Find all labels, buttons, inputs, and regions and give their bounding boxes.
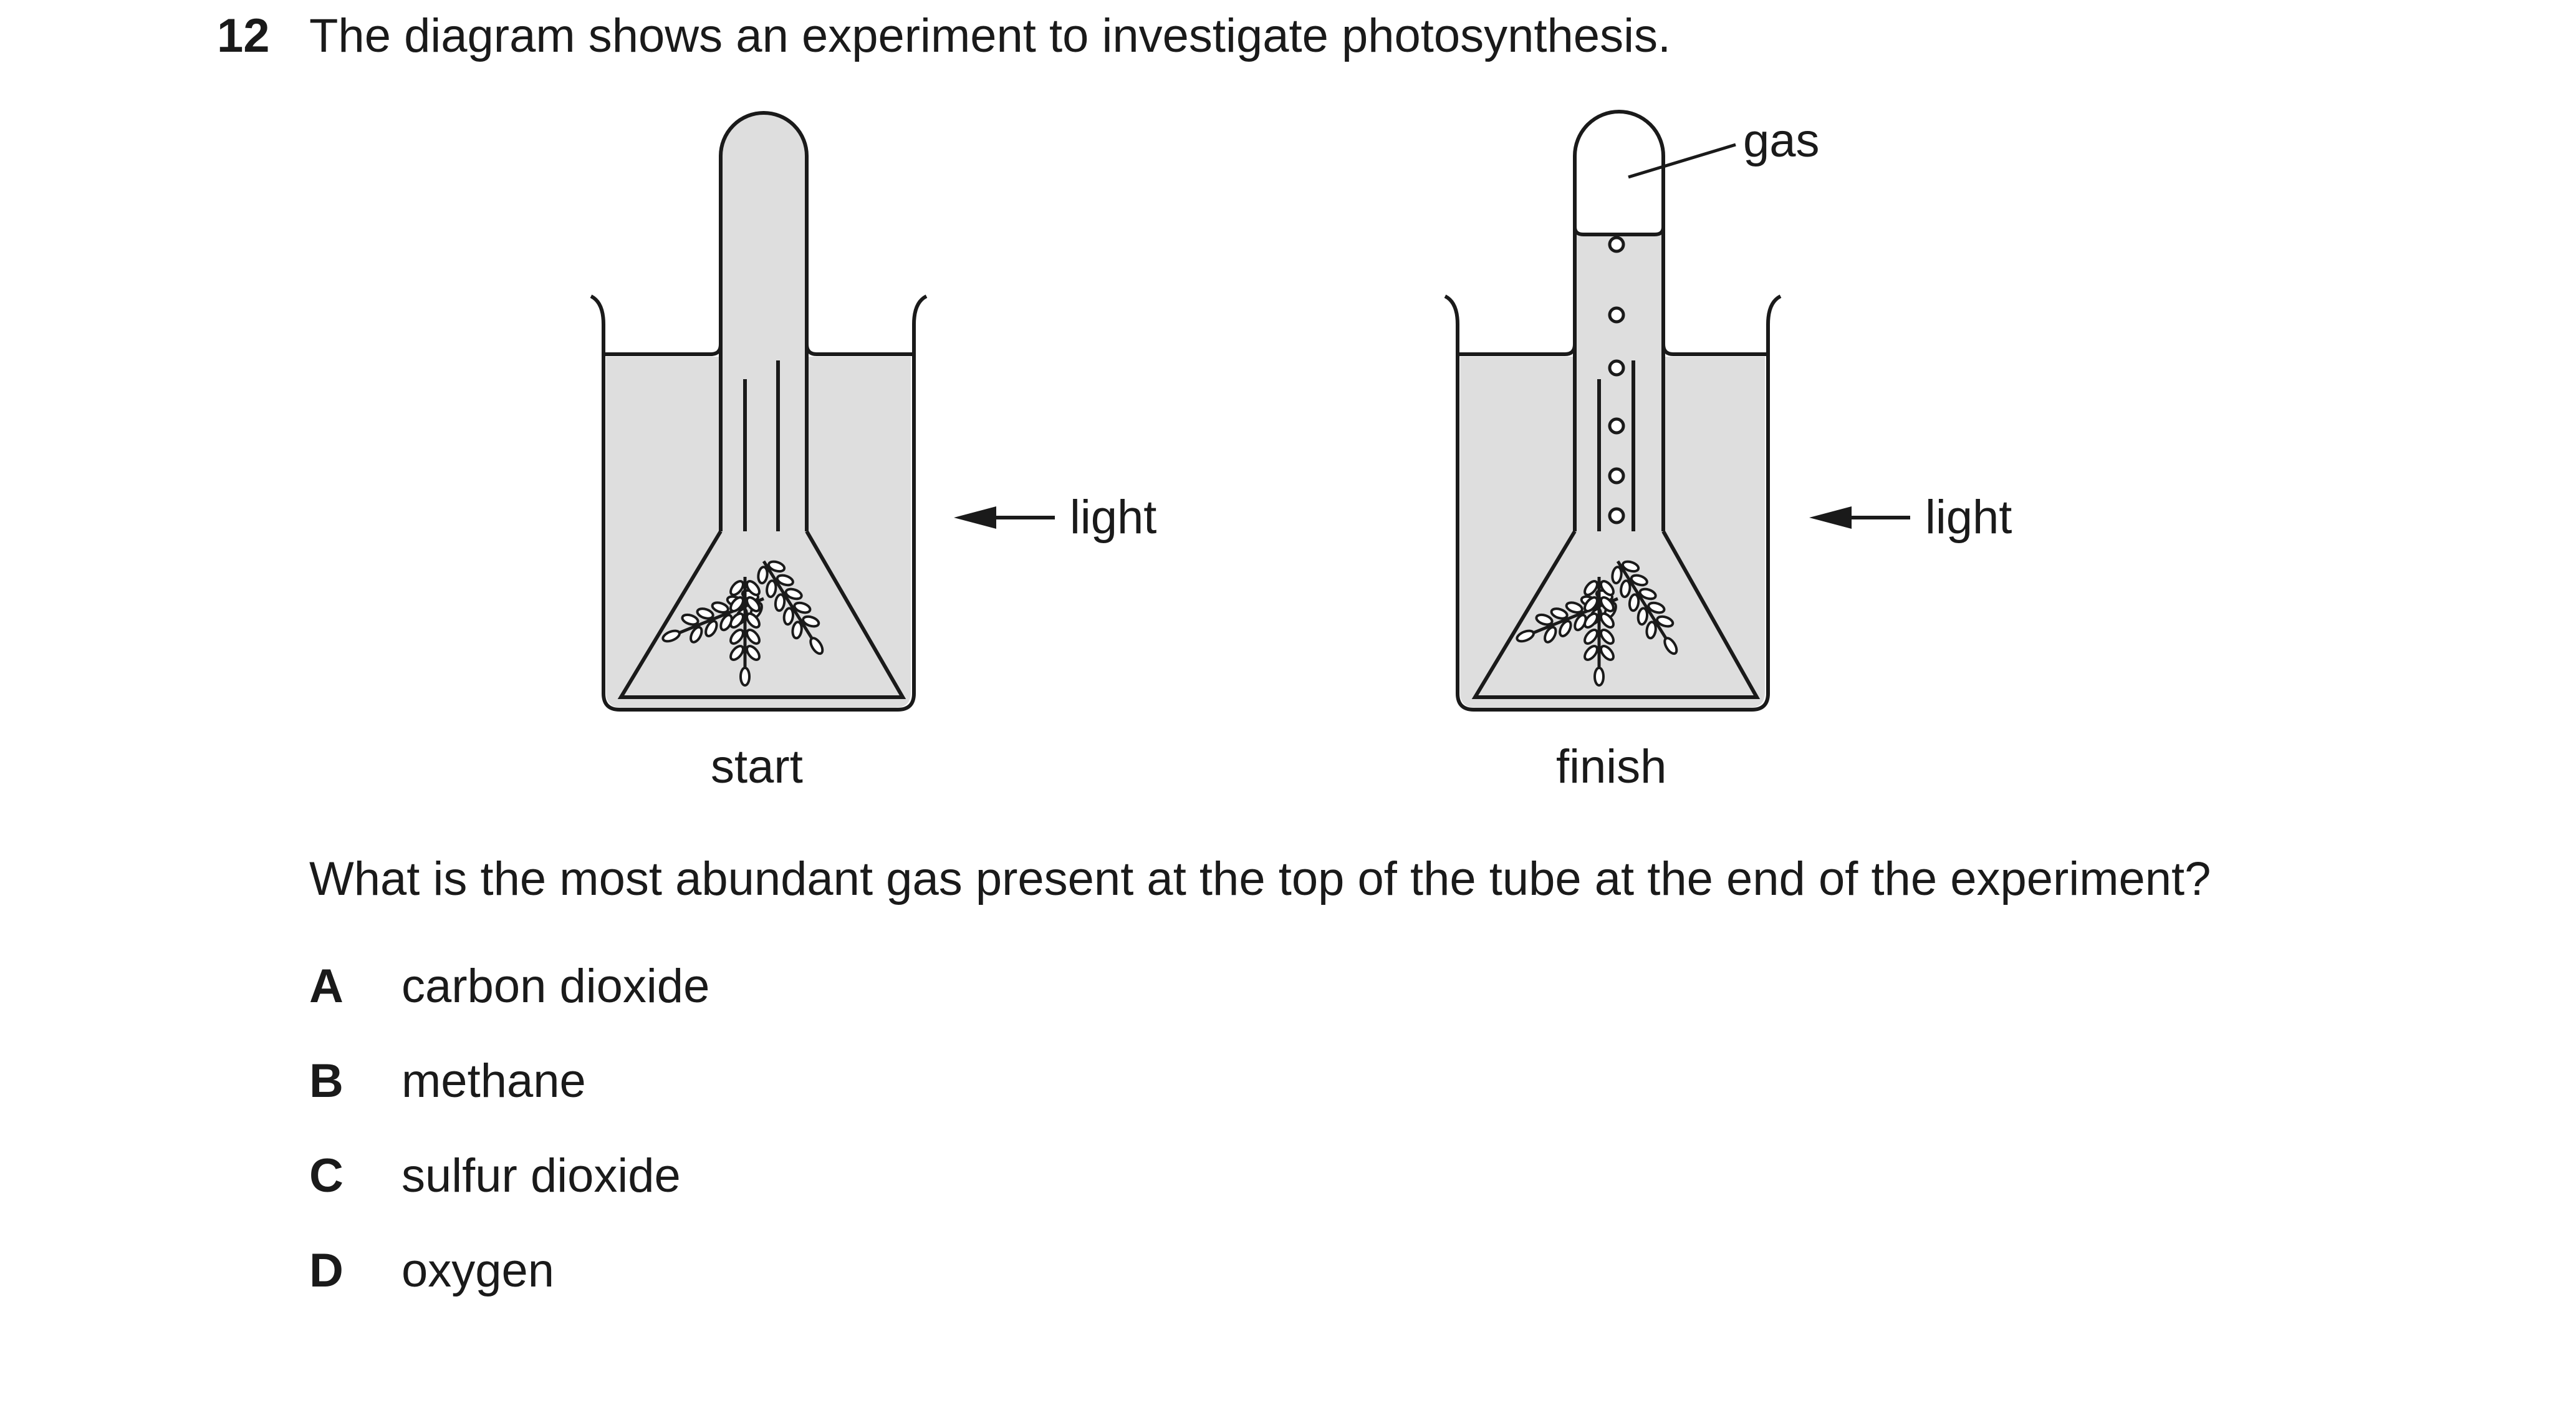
option-letter: B (309, 1055, 344, 1108)
question-number: 12 (217, 9, 270, 62)
option-text: methane (401, 1055, 586, 1108)
light-arrow-start (954, 506, 1055, 529)
beaker-finish (1444, 294, 1782, 712)
light-label-start: light (1070, 491, 1157, 544)
finish-caption: finish (1556, 740, 1667, 793)
start-caption: start (711, 740, 803, 793)
gas-label: gas (1743, 114, 1820, 167)
option-text: oxygen (401, 1244, 555, 1297)
gas-leader-line (1628, 143, 1736, 179)
light-arrow-finish (1809, 506, 1910, 529)
option-letter: A (309, 960, 344, 1013)
test-tube-start (719, 111, 809, 531)
option-text: carbon dioxide (401, 960, 710, 1013)
light-label-finish: light (1925, 491, 2012, 544)
question-stem: The diagram shows an experiment to inves… (309, 9, 1671, 62)
experiment-diagram: light light gas start finish (590, 110, 2012, 793)
beaker-start (590, 294, 928, 712)
finish-apparatus (1444, 110, 1782, 712)
gas-bubbles (1608, 236, 1625, 524)
test-tube-finish (1573, 110, 1665, 531)
funnel-start (617, 530, 906, 699)
question-prompt: What is the most abundant gas present at… (309, 852, 2211, 905)
option-letter: D (309, 1244, 344, 1297)
start-apparatus (590, 111, 928, 712)
option-letter: C (309, 1149, 344, 1202)
funnel-finish (1471, 530, 1761, 699)
option-text: sulfur dioxide (401, 1149, 681, 1202)
